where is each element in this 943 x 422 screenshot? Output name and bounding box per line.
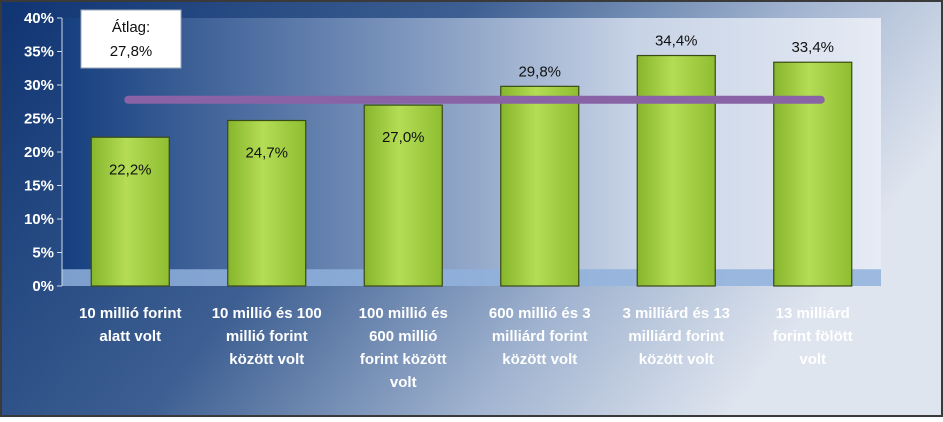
y-tick-label: 25% (24, 111, 54, 128)
x-category-label: milliárd forint (628, 328, 724, 345)
average-callout-box (80, 9, 182, 69)
x-category-label: milliárd forint (492, 328, 588, 345)
y-tick-label: 15% (24, 178, 54, 195)
bar (636, 54, 716, 287)
x-category-label: 10 millió forint (79, 305, 182, 322)
x-category-label: 100 millió és (359, 305, 448, 322)
y-tick-label: 30% (24, 77, 54, 94)
x-category-label: 10 millió és 100 (212, 305, 322, 322)
x-category-label: millió forint (226, 328, 308, 345)
x-category-label: forint között (360, 351, 447, 368)
y-tick-label: 0% (32, 278, 54, 295)
x-category-label: volt (799, 351, 826, 368)
bar (363, 104, 443, 287)
x-category-label: volt (390, 374, 417, 391)
y-tick-label: 35% (24, 44, 54, 61)
x-category-label: 3 milliárd és 13 (622, 305, 730, 322)
bar (500, 85, 580, 287)
data-label: 24,7% (245, 145, 288, 162)
y-tick-label: 5% (32, 245, 54, 262)
bar (227, 119, 307, 287)
plot-floor (62, 269, 881, 286)
x-category-label: között volt (502, 351, 577, 368)
average-callout-value: 27,8% (110, 43, 153, 60)
x-category-label: alatt volt (99, 328, 161, 345)
data-label: 27,0% (382, 129, 425, 146)
y-tick-label: 10% (24, 211, 54, 228)
y-tick-label: 40% (24, 10, 54, 27)
x-category-label: forint fölött (773, 328, 853, 345)
bar (90, 136, 170, 287)
y-tick-label: 20% (24, 144, 54, 161)
x-category-label: között volt (229, 351, 304, 368)
data-label: 22,2% (109, 161, 152, 178)
data-label: 33,4% (791, 39, 834, 56)
data-label: 34,4% (655, 33, 698, 50)
x-category-label: között volt (639, 351, 714, 368)
data-label: 29,8% (518, 63, 561, 80)
x-category-label: 13 milliárd (776, 305, 850, 322)
x-category-label: 600 millió és 3 (489, 305, 591, 322)
plot-area (62, 18, 881, 286)
average-callout-title: Átlag: (112, 19, 150, 36)
x-category-label: 600 millió (369, 328, 437, 345)
